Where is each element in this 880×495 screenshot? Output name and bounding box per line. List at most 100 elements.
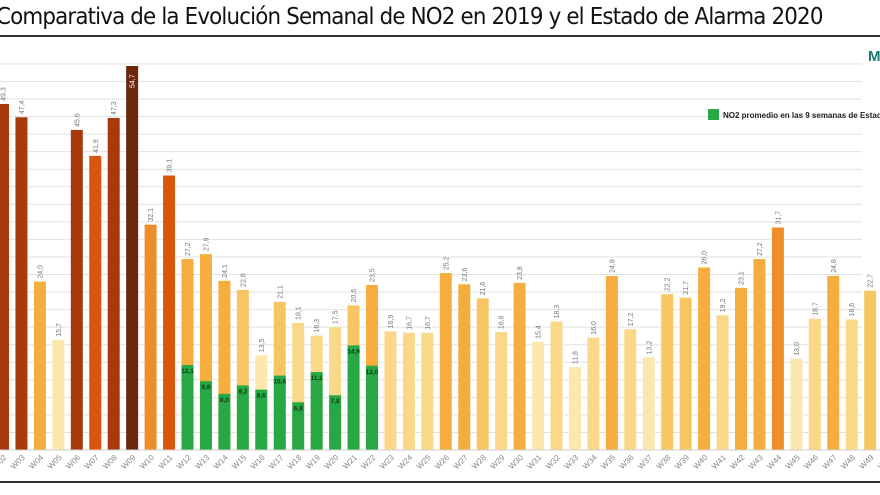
bar	[476, 298, 489, 450]
bar-estado-alarma	[366, 365, 378, 450]
green-data-label: 12,0	[366, 369, 379, 376]
x-tick-label: W08	[101, 453, 119, 471]
data-label: 24,1	[222, 264, 229, 278]
bar	[864, 290, 877, 450]
x-tick-label: W13	[193, 453, 211, 471]
data-label: 18,3	[554, 305, 561, 319]
bar	[144, 224, 157, 450]
data-label: 21,6	[480, 282, 487, 296]
bar	[402, 332, 415, 450]
x-tick-label: W16	[249, 453, 267, 471]
x-tick-label: W39	[673, 453, 691, 471]
green-data-label: 12,1	[181, 368, 194, 375]
bar	[753, 259, 766, 450]
x-tick-label: W23	[378, 453, 396, 471]
green-data-label: 14,9	[347, 348, 360, 355]
data-label: 15,4	[536, 325, 543, 339]
bar	[642, 357, 655, 450]
bar	[550, 321, 563, 450]
title-divider	[0, 35, 880, 37]
data-label: 11,8	[572, 351, 579, 364]
bar	[495, 332, 508, 450]
green-data-label: 8,6	[257, 393, 266, 400]
bar-estado-alarma	[292, 402, 305, 450]
data-label: 17,5	[333, 310, 340, 324]
green-data-label: 7,8	[331, 398, 340, 405]
data-label: 31,7	[775, 211, 782, 225]
x-tick-label: W40	[692, 453, 710, 471]
bar-estado-alarma	[310, 372, 323, 450]
x-tick-label: W28	[470, 453, 488, 471]
bar	[458, 284, 471, 450]
x-tick-label: W43	[747, 453, 765, 471]
x-tick-label: W31	[525, 453, 543, 471]
data-label: 18,7	[812, 302, 819, 316]
data-label: 23,5	[370, 268, 377, 282]
x-tick-label: W09	[120, 453, 138, 471]
x-tick-label: W12	[175, 453, 193, 471]
data-label: 19,2	[720, 298, 727, 312]
green-data-label: 6,8	[294, 405, 303, 412]
data-label: 23,6	[462, 268, 469, 282]
x-tick-label: W47	[821, 453, 839, 471]
x-tick-label: W03	[9, 453, 27, 471]
bar	[771, 227, 784, 450]
bar	[0, 103, 9, 450]
data-label: 13,0	[794, 342, 801, 356]
data-label: 23,1	[739, 271, 746, 285]
x-tick-label: W05	[46, 453, 64, 471]
bar	[716, 315, 729, 450]
x-tick-label: W22	[359, 453, 377, 471]
green-data-label: 11,1	[311, 375, 324, 382]
data-label: 27,9	[203, 237, 210, 251]
bar	[163, 175, 176, 450]
data-label: 49,3	[1, 87, 8, 101]
bar	[679, 297, 692, 450]
data-label: 25,2	[443, 256, 450, 270]
data-label: 24,8	[609, 259, 616, 273]
bar-estado-alarma	[236, 385, 249, 450]
x-tick-label: W46	[802, 453, 820, 471]
x-tick-label: W37	[636, 453, 654, 471]
x-tick-label: W07	[83, 453, 101, 471]
data-label: 18,1	[296, 306, 303, 320]
bar	[126, 66, 139, 451]
data-label: 16,7	[425, 316, 432, 330]
bar-estado-alarma	[218, 393, 231, 450]
green-data-label: 8,0	[220, 397, 229, 404]
green-data-label: 9,8	[201, 384, 210, 391]
data-label: 16,7	[406, 316, 413, 330]
data-label: 16,3	[314, 319, 321, 333]
data-label: 22,8	[240, 273, 247, 287]
bar	[15, 117, 28, 450]
x-tick-label: W02	[0, 453, 9, 471]
data-label: 16,9	[388, 315, 395, 329]
bar-estado-alarma	[199, 381, 212, 450]
bar	[421, 332, 434, 450]
x-tick-label: W36	[618, 453, 636, 471]
data-label: 54,7	[130, 74, 137, 88]
x-tick-label: W33	[562, 453, 580, 471]
data-label: 45,6	[74, 113, 81, 127]
bar	[661, 294, 674, 450]
bar	[808, 318, 821, 450]
data-label: 18,6	[849, 303, 856, 317]
bar-estado-alarma	[329, 395, 342, 450]
x-tick-label: W30	[507, 453, 525, 471]
x-tick-label: W15	[230, 453, 248, 471]
data-label: 41,9	[93, 139, 100, 153]
bar	[52, 339, 65, 450]
x-tick-label: W45	[784, 453, 802, 471]
data-label: 32,1	[148, 208, 155, 222]
bar	[568, 367, 581, 450]
bar	[70, 129, 83, 450]
data-label: 47,4	[19, 101, 26, 115]
data-label: 13,5	[259, 338, 266, 352]
x-tick-label: W29	[489, 453, 507, 471]
bar-estado-alarma	[181, 365, 194, 450]
x-tick-label: W38	[655, 453, 673, 471]
bar	[624, 329, 637, 450]
green-data-label: 9,2	[238, 388, 247, 395]
x-tick-label: W25	[415, 453, 433, 471]
bar	[33, 281, 46, 450]
